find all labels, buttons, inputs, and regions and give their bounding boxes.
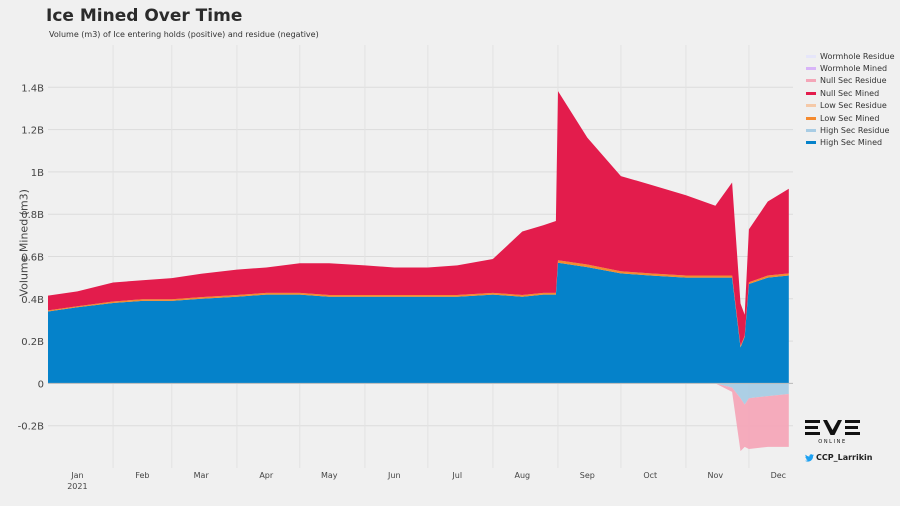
x-tick-label: Jun bbox=[387, 471, 401, 480]
area-high-sec-residue bbox=[48, 383, 789, 405]
legend-swatch bbox=[806, 54, 816, 58]
x-tick-label: May bbox=[321, 471, 338, 480]
x-tick-label: Mar bbox=[194, 471, 210, 480]
legend-item[interactable]: Null Sec Residue bbox=[806, 75, 895, 87]
legend-item[interactable]: Low Sec Mined bbox=[806, 112, 895, 124]
x-year-label: 2021 bbox=[67, 482, 87, 491]
area-wormhole-residue bbox=[48, 383, 789, 452]
legend-label: Null Sec Residue bbox=[820, 76, 887, 86]
chart-subtitle: Volume (m3) of Ice entering holds (posit… bbox=[49, 30, 319, 39]
legend-item[interactable]: Null Sec Mined bbox=[806, 87, 895, 99]
y-tick-label: 0.8B bbox=[21, 210, 44, 221]
twitter-bird-icon bbox=[805, 453, 814, 462]
x-tick-label: Aug bbox=[514, 471, 530, 480]
legend-label: Wormhole Residue bbox=[820, 51, 895, 61]
x-tick-label: Oct bbox=[643, 471, 657, 480]
area-high-sec-mined bbox=[48, 262, 789, 384]
legend-swatch bbox=[806, 91, 816, 95]
legend: Wormhole Residue Wormhole Mined Null Sec R… bbox=[806, 50, 895, 149]
legend-swatch bbox=[806, 116, 816, 120]
twitter-credit: CCP_Larrikin bbox=[805, 453, 873, 462]
legend-swatch bbox=[806, 79, 816, 83]
y-tick-label: 0.6B bbox=[21, 253, 44, 264]
x-tick-label: Apr bbox=[259, 471, 274, 480]
area-null-sec-mined bbox=[48, 91, 789, 346]
y-tick-label: 1.4B bbox=[21, 83, 44, 94]
area-low-sec-residue bbox=[48, 383, 789, 405]
x-tick-label: Feb bbox=[135, 471, 149, 480]
legend-label: High Sec Mined bbox=[820, 138, 883, 148]
x-tick-label: Dec bbox=[771, 471, 786, 480]
twitter-handle: CCP_Larrikin bbox=[816, 453, 873, 462]
legend-item[interactable]: High Sec Mined bbox=[806, 137, 895, 149]
legend-label: Low Sec Residue bbox=[820, 101, 887, 111]
y-tick-label: 1B bbox=[31, 168, 44, 179]
y-tick-label: -0.2B bbox=[18, 422, 45, 433]
legend-label: Null Sec Mined bbox=[820, 88, 880, 98]
legend-label: High Sec Residue bbox=[820, 126, 890, 136]
legend-swatch bbox=[806, 141, 816, 145]
eve-online-subtext: ONLINE bbox=[818, 439, 846, 445]
y-tick-label: 1.2B bbox=[21, 126, 44, 137]
legend-item[interactable]: High Sec Residue bbox=[806, 124, 895, 136]
eve-online-logo: ONLINE bbox=[805, 420, 860, 445]
legend-swatch bbox=[806, 129, 816, 133]
x-tick-label: Jul bbox=[451, 471, 462, 480]
x-tick-label: Sep bbox=[580, 471, 595, 480]
legend-item[interactable]: Low Sec Residue bbox=[806, 100, 895, 112]
y-tick-label: 0.4B bbox=[21, 295, 44, 306]
legend-swatch bbox=[806, 104, 816, 108]
legend-label: Wormhole Mined bbox=[820, 64, 888, 74]
y-tick-label: 0 bbox=[38, 379, 44, 390]
y-tick-label: 0.2B bbox=[21, 337, 44, 348]
x-tick-label: Jan bbox=[70, 471, 83, 480]
x-tick-label: Nov bbox=[708, 471, 724, 480]
chart-title: Ice Mined Over Time bbox=[46, 6, 243, 26]
legend-item[interactable]: Wormhole Residue bbox=[806, 50, 895, 62]
legend-label: Low Sec Mined bbox=[820, 113, 880, 123]
legend-swatch bbox=[806, 67, 816, 71]
area-null-sec-residue bbox=[48, 383, 789, 452]
legend-item[interactable]: Wormhole Mined bbox=[806, 62, 895, 74]
